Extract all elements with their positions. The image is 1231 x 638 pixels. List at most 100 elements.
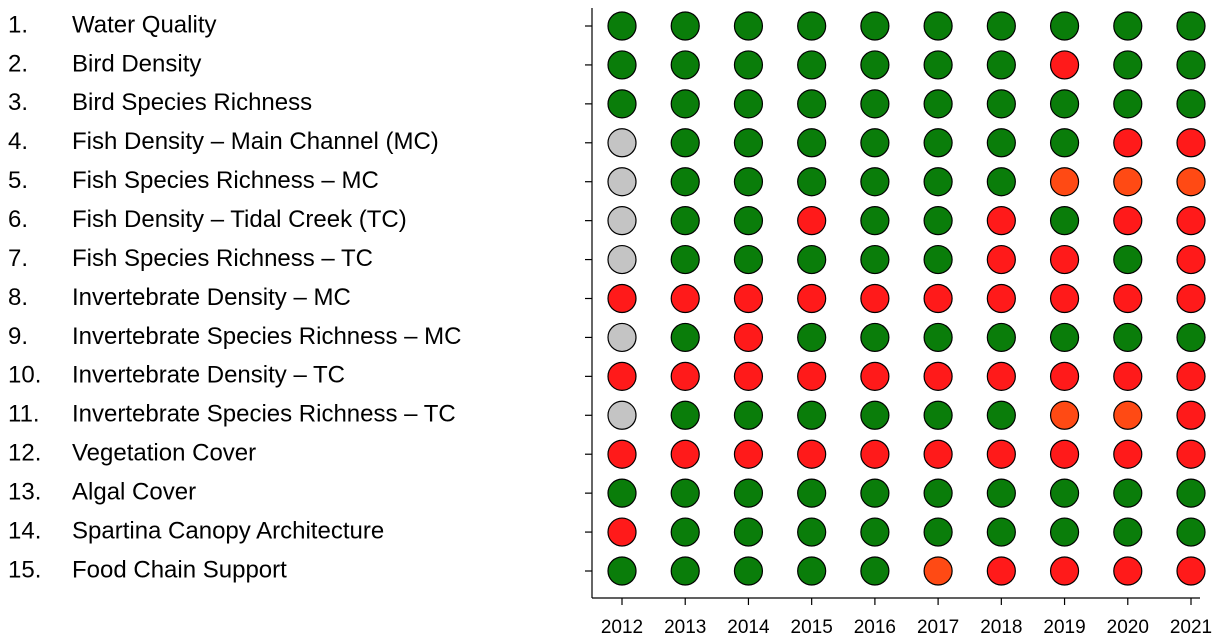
status-dot (733, 11, 764, 41)
status-dot (1176, 11, 1206, 41)
status-dot (923, 167, 953, 197)
status-dot (1049, 89, 1080, 119)
status-dot (923, 11, 953, 41)
status-dot (1176, 244, 1206, 275)
status-dot (797, 244, 827, 275)
status-dot (986, 556, 1016, 586)
x-tick-label: 2018 (980, 617, 1022, 638)
status-dot (1049, 206, 1080, 236)
status-dot (1049, 11, 1080, 41)
status-dot (670, 244, 700, 275)
status-dot (733, 400, 764, 430)
status-dot (607, 206, 637, 236)
status-dot (1176, 50, 1206, 80)
status-dot (607, 478, 637, 508)
status-dot (797, 517, 827, 547)
status-dot (986, 206, 1016, 236)
status-dot (607, 283, 637, 314)
status-dot (733, 439, 764, 469)
row-label: Food Chain Support (72, 556, 287, 583)
status-dot (860, 361, 890, 391)
row-number: 9. (8, 323, 28, 350)
status-dot (607, 361, 637, 391)
row-number: 3. (8, 89, 28, 116)
x-tick-label: 2014 (727, 617, 770, 638)
x-tick-label: 2021 (1170, 617, 1212, 638)
status-dot (986, 128, 1016, 158)
status-dot (797, 283, 827, 314)
row-number: 13. (8, 478, 41, 505)
x-tick-label: 2017 (917, 617, 959, 638)
row-label: Fish Density – Main Channel (MC) (72, 128, 439, 155)
status-dot (733, 167, 764, 197)
status-dot (1113, 322, 1143, 353)
status-dot (923, 556, 953, 586)
status-dot (670, 556, 700, 586)
status-dot (986, 478, 1016, 508)
status-dot (986, 89, 1016, 119)
status-dot (1113, 439, 1143, 469)
status-dot (860, 439, 890, 469)
status-dot (1049, 478, 1080, 508)
status-dot (986, 244, 1016, 275)
status-dot (607, 322, 637, 353)
status-dot (607, 128, 637, 158)
status-dot (1176, 400, 1206, 430)
status-dot (797, 128, 827, 158)
status-dot (797, 556, 827, 586)
status-dot (1113, 517, 1143, 547)
row-label: Algal Cover (72, 478, 196, 505)
row-label: Invertebrate Density – TC (72, 362, 345, 389)
status-dot (1176, 167, 1206, 197)
status-dot (607, 11, 637, 41)
status-dot (1049, 50, 1080, 80)
status-dot (797, 11, 827, 41)
status-dot (860, 11, 890, 41)
status-dot (1113, 556, 1143, 586)
status-dot (733, 206, 764, 236)
row-label: Invertebrate Species Richness – MC (72, 323, 462, 350)
status-dot (986, 517, 1016, 547)
status-dot (1176, 322, 1206, 353)
status-dot (670, 361, 700, 391)
status-dot (986, 50, 1016, 80)
row-label: Spartina Canopy Architecture (72, 517, 384, 544)
status-dot (733, 322, 764, 353)
row-label: Invertebrate Density – MC (72, 284, 351, 311)
status-dot (1049, 128, 1080, 158)
status-dot (1176, 283, 1206, 314)
status-dot (1049, 517, 1080, 547)
status-dot (986, 283, 1016, 314)
x-tick-label: 2016 (854, 617, 896, 638)
status-dot (670, 517, 700, 547)
status-dot (860, 478, 890, 508)
status-dot (607, 439, 637, 469)
status-dot (923, 478, 953, 508)
row-number: 14. (8, 517, 41, 544)
status-dot (1049, 400, 1080, 430)
status-dot (923, 283, 953, 314)
status-dot (797, 439, 827, 469)
status-dot (986, 167, 1016, 197)
row-number: 7. (8, 245, 28, 272)
status-dot (797, 478, 827, 508)
row-label: Bird Density (72, 50, 201, 77)
row-label: Vegetation Cover (72, 440, 256, 467)
status-dot (860, 89, 890, 119)
status-dot (860, 167, 890, 197)
status-dot (670, 167, 700, 197)
status-dot (923, 322, 953, 353)
status-dot (607, 400, 637, 430)
row-label: Bird Species Richness (72, 89, 312, 116)
status-dot (1176, 206, 1206, 236)
x-tick-label: 2020 (1107, 617, 1149, 638)
status-dot (1113, 128, 1143, 158)
status-dot (860, 556, 890, 586)
row-number: 5. (8, 167, 28, 194)
row-number: 12. (8, 440, 41, 467)
status-dot (923, 361, 953, 391)
row-number: 1. (8, 11, 28, 38)
status-dot (1049, 556, 1080, 586)
status-dot (923, 400, 953, 430)
status-dot (860, 517, 890, 547)
